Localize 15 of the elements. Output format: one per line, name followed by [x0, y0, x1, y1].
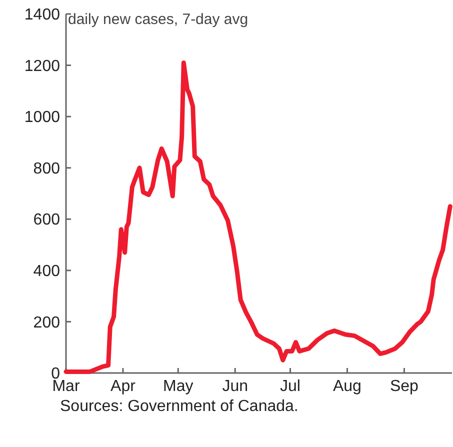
source-note: Sources: Government of Canada. — [60, 398, 298, 415]
x-tick-label: Aug — [332, 378, 362, 395]
y-tick-label: 400 — [33, 263, 60, 280]
y-tick-label: 200 — [33, 314, 60, 332]
x-tick-label: May — [163, 378, 194, 395]
x-tick-label: Sep — [390, 378, 419, 395]
y-tick-label: 1200 — [24, 58, 60, 75]
y-tick-label: 1400 — [24, 6, 60, 24]
y-tick-label: 800 — [33, 160, 60, 178]
y-tick-label: 600 — [33, 212, 60, 229]
x-tick-label: Jul — [280, 378, 300, 395]
y-axis-title: daily new cases, 7-day avg — [68, 11, 248, 28]
x-tick-label: Apr — [110, 378, 136, 395]
y-tick-label: 1000 — [24, 109, 60, 126]
x-tick-label: Jun — [222, 378, 248, 395]
